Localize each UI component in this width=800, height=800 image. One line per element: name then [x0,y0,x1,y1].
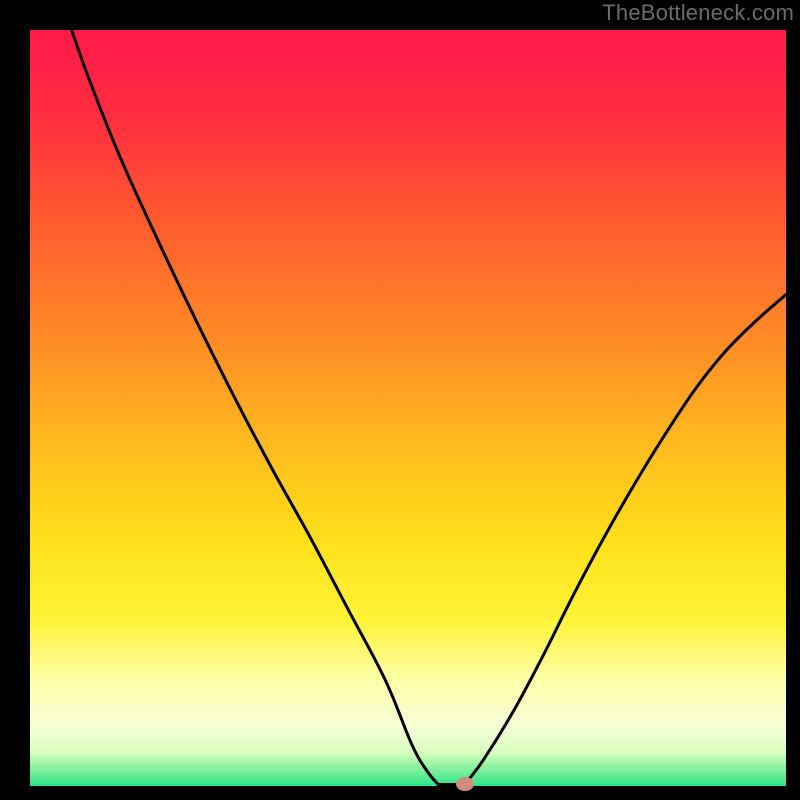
bottleneck-chart: TheBottleneck.com [0,0,800,800]
watermark-text: TheBottleneck.com [602,0,794,26]
min-marker [456,777,474,791]
plot-background [30,30,786,786]
chart-svg [0,0,800,800]
